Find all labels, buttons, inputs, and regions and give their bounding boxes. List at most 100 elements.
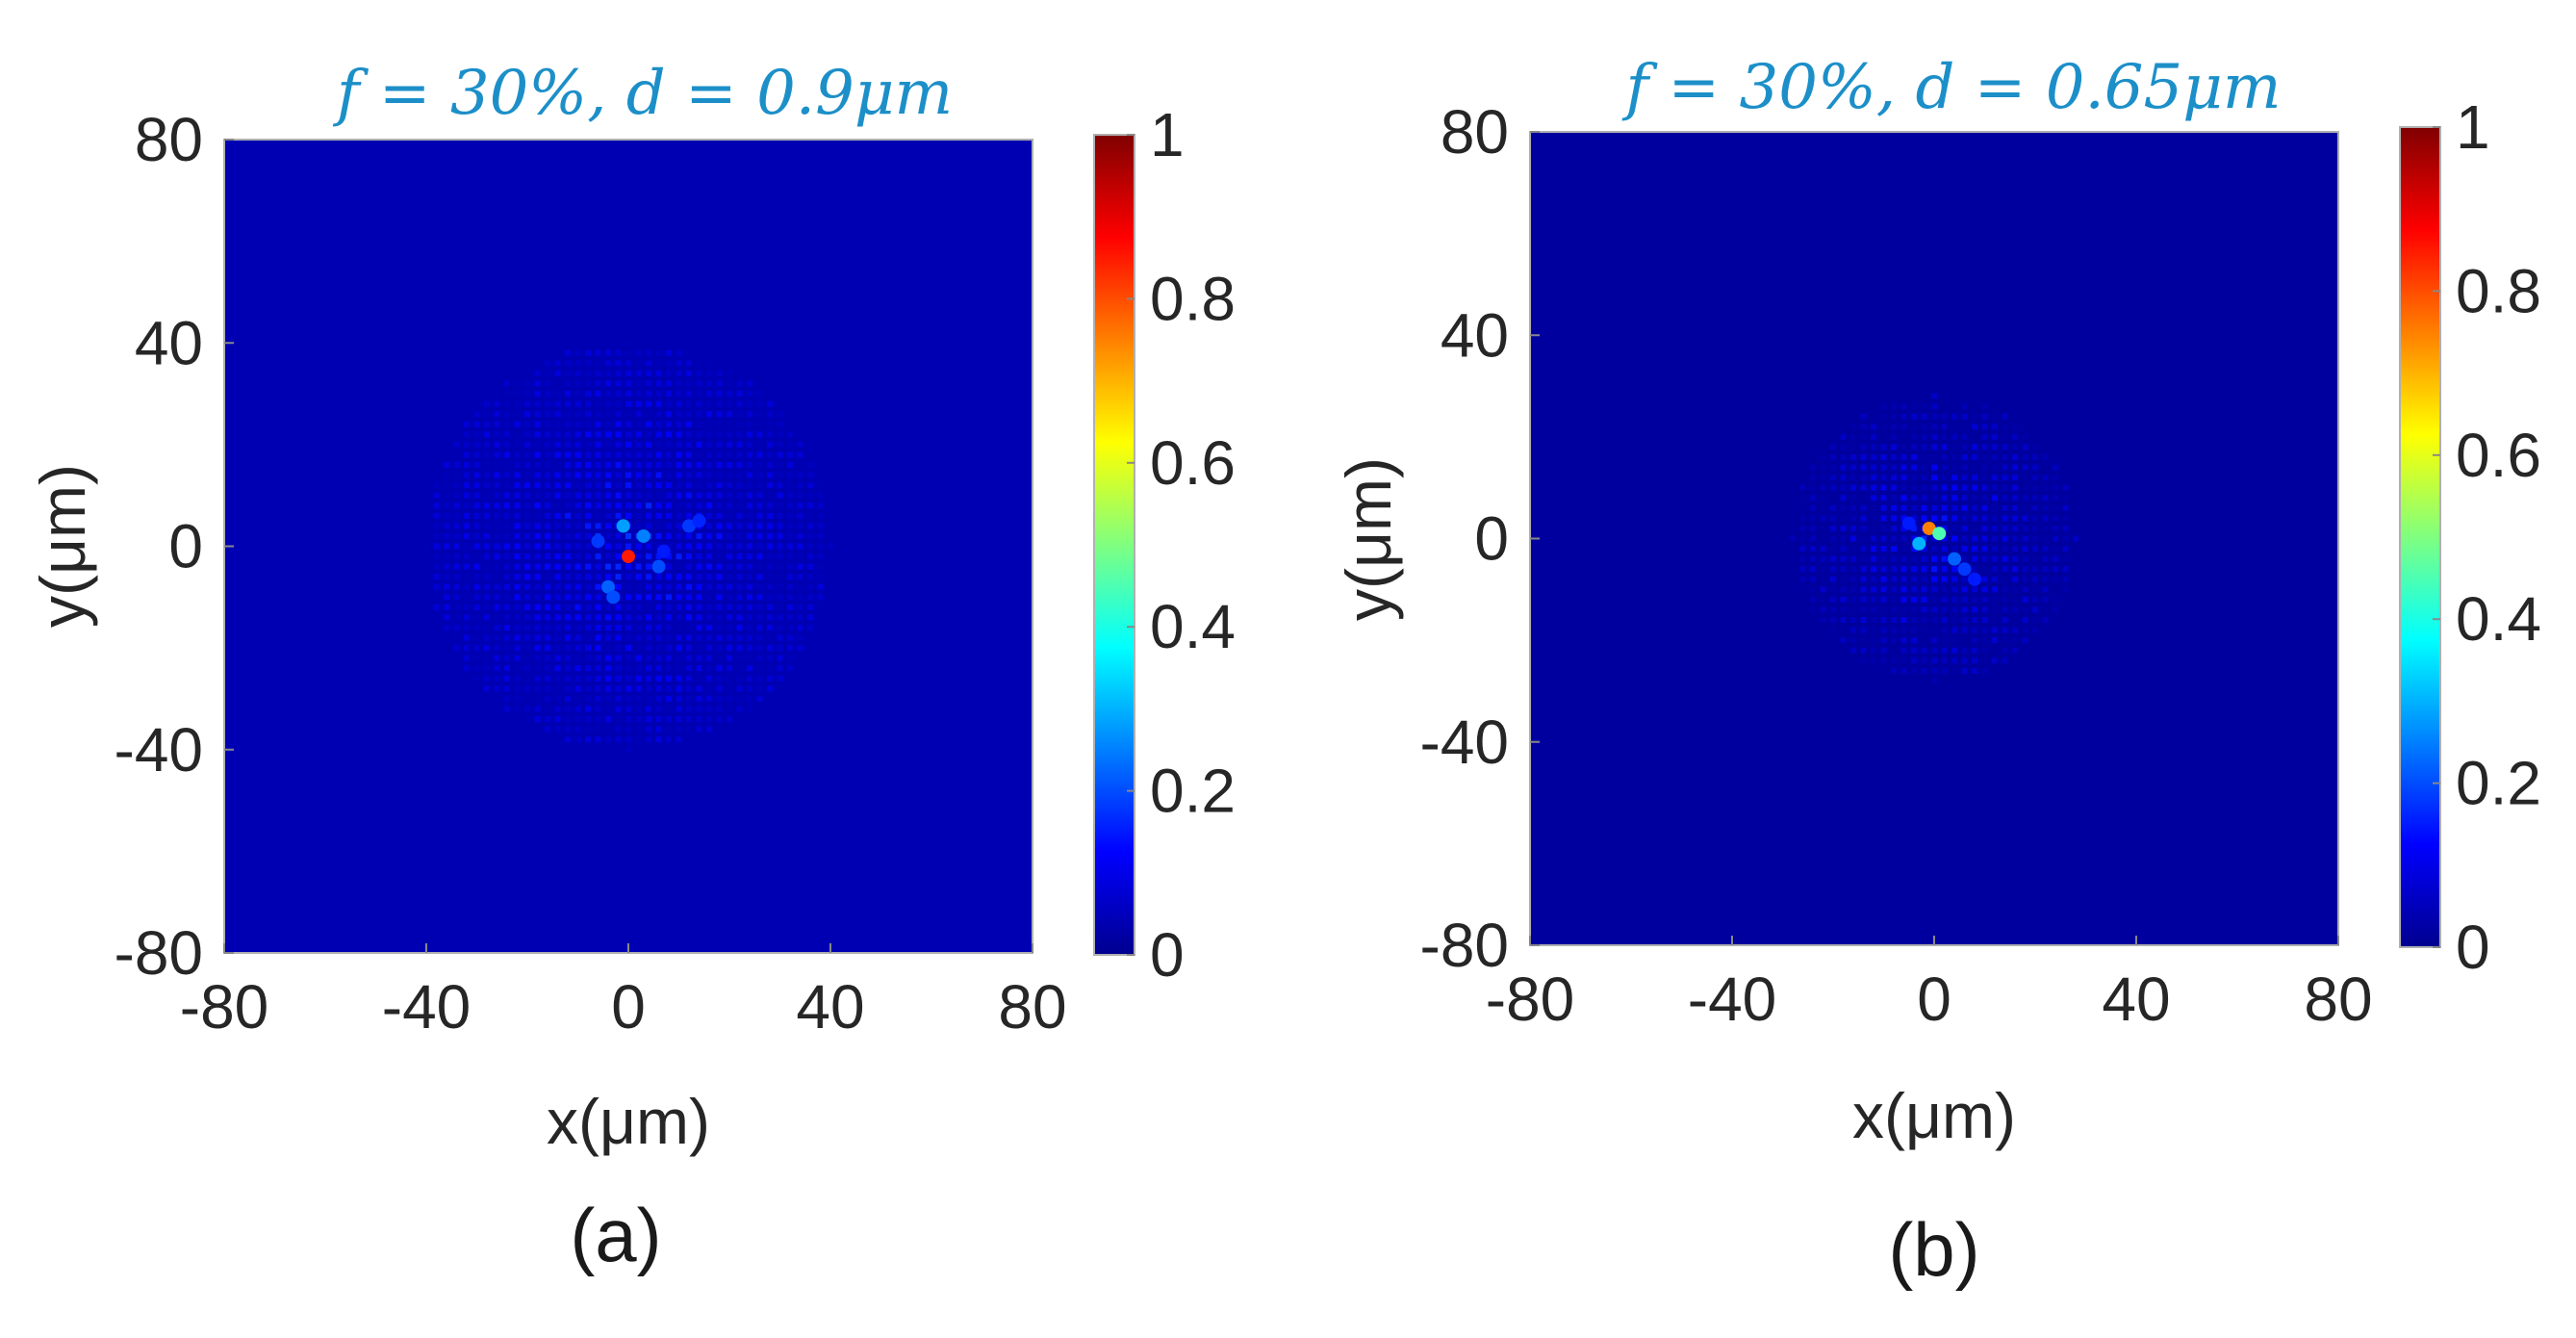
speckle-cell [545, 625, 550, 630]
speckle-cell [2032, 504, 2038, 511]
speckle-cell [756, 543, 763, 550]
speckle-cell [676, 726, 682, 733]
speckle-cell [595, 604, 601, 610]
speckle-cell [2012, 596, 2018, 603]
speckle-cell [1860, 454, 1867, 460]
speckle-cell [2062, 546, 2069, 553]
speckle-cell [545, 380, 550, 387]
speckle-cell [514, 391, 521, 398]
speckle-cell [635, 736, 642, 743]
speckle-cell [1972, 413, 1977, 420]
speckle-cell [464, 451, 470, 458]
speckle-cell [534, 574, 541, 580]
speckle-cell [504, 543, 510, 550]
speckle-cell [484, 462, 490, 468]
speckle-cell [686, 634, 692, 641]
speckle-cell [453, 553, 460, 560]
speckle-cell [1992, 464, 1998, 471]
speckle-cell [767, 665, 773, 672]
speckle-cell [595, 462, 601, 468]
speckle-cell [747, 400, 752, 407]
speckle-cell [1941, 475, 1948, 481]
speckle-cell [696, 665, 702, 672]
speckle-cell [595, 360, 601, 367]
speckle-cell [433, 574, 440, 580]
speckle-cell [514, 411, 521, 418]
speckle-cell [585, 411, 591, 418]
speckle-cell [585, 349, 591, 356]
speckle-cell [686, 736, 692, 743]
speckle-cell [1840, 555, 1847, 562]
speckle-cell [473, 583, 480, 590]
colorbar-tick-label: 0.4 [2456, 584, 2541, 654]
speckle-cell [756, 451, 763, 458]
speckle-cell [554, 563, 561, 570]
speckle-cell [494, 431, 500, 438]
speckle-cell [1850, 555, 1856, 562]
speckle-cell [494, 482, 500, 489]
speckle-cell [545, 634, 550, 641]
speckle-cell [524, 655, 530, 661]
speckle-cell [1921, 433, 1927, 440]
speckle-cell [777, 645, 783, 652]
speckle-cell [1961, 495, 1968, 502]
speckle-cell [706, 512, 712, 519]
speckle-cell [1860, 413, 1867, 420]
speckle-cell [777, 665, 783, 672]
speckle-cell [655, 462, 662, 468]
speckle-cell [686, 391, 692, 398]
speckle-cell [1961, 576, 1968, 582]
speckle-cell [666, 380, 672, 387]
speckle-cell [666, 441, 672, 448]
speckle-cell [494, 411, 500, 418]
speckle-cell [686, 716, 692, 723]
speckle-cell [1981, 647, 1988, 654]
speckle-cell [545, 400, 550, 407]
speckle-cell [2042, 475, 2049, 481]
speckle-cell [433, 532, 440, 539]
speckle-cell [1840, 627, 1847, 633]
speckle-cell [554, 360, 561, 367]
speckle-cell [2022, 535, 2028, 542]
speckle-cell [1891, 535, 1897, 542]
speckle-cell [545, 391, 550, 398]
speckle-cell [524, 451, 530, 458]
speckle-cell [1951, 424, 1957, 430]
speckle-cell [646, 563, 651, 570]
speckle-cell [736, 645, 743, 652]
speckle-cell [767, 421, 773, 427]
speckle-cell [736, 431, 743, 438]
speckle-cell [625, 451, 631, 458]
speckle-cell [716, 472, 723, 478]
speckle-cell [534, 411, 541, 418]
speckle-cell [1931, 667, 1937, 674]
speckle-cell [1830, 617, 1836, 623]
speckle-cell [524, 614, 530, 621]
speckle-cell [716, 675, 723, 682]
speckle-cell [534, 523, 541, 529]
speckle-cell [1820, 586, 1826, 593]
speckle-cell [1900, 413, 1907, 420]
speckle-cell [1951, 566, 1957, 573]
speckle-cell [473, 563, 480, 570]
speckle-cell [2062, 504, 2069, 511]
speckle-cell [1992, 424, 1998, 430]
speckle-cell [747, 594, 752, 601]
colorbar-tick-label: 0.6 [2456, 421, 2541, 490]
speckle-cell [1931, 678, 1937, 684]
speckle-cell [1830, 586, 1836, 593]
speckle-cell [2062, 525, 2069, 531]
speckle-cell [1900, 424, 1907, 430]
y-tick-label: 0 [1474, 504, 1509, 574]
speckle-cell [2042, 484, 2049, 491]
speckle-cell [666, 614, 672, 621]
speckle-cell [473, 431, 480, 438]
speckle-cell [565, 706, 571, 712]
speckle-cell [807, 583, 813, 590]
colorbar-tick-label: 0.2 [1150, 757, 1236, 826]
speckle-cell [453, 502, 460, 509]
speckle-cell [524, 391, 530, 398]
speckle-cell [605, 400, 611, 407]
speckle-cell [595, 695, 601, 702]
speckle-cell [554, 634, 561, 641]
